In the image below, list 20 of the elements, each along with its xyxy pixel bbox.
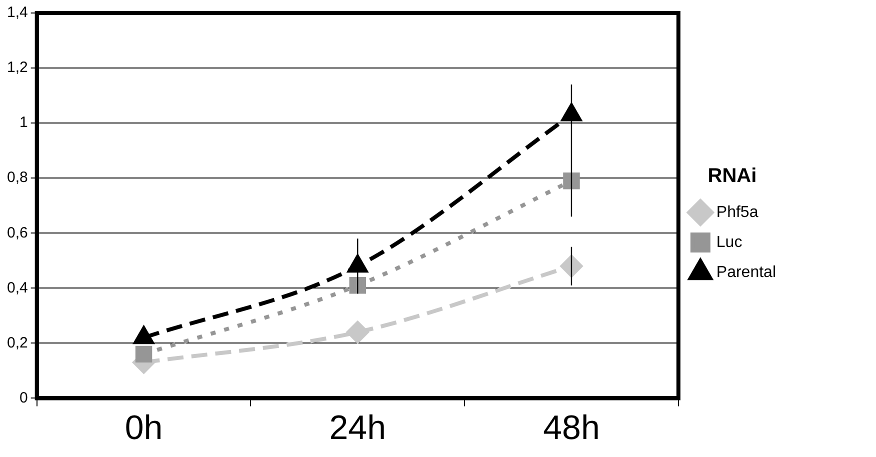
y-tick-label: 0 <box>20 389 28 406</box>
point <box>562 104 582 122</box>
x-tick-label: 24h <box>329 408 386 447</box>
point <box>135 346 152 363</box>
y-tick-label: 1,4 <box>6 4 28 22</box>
point <box>563 172 580 190</box>
y-tick-label: 0,2 <box>6 334 28 352</box>
legend-title: RNAi <box>708 165 757 188</box>
point <box>346 321 369 344</box>
y-tick-label: 1,2 <box>6 59 28 76</box>
legend-label: Luc <box>716 234 742 251</box>
y-tick-label: 0,6 <box>6 224 28 242</box>
legend-label: Parental <box>716 264 776 281</box>
y-tick-label: 1 <box>20 114 28 132</box>
y-tick-label: 0,4 <box>6 279 28 296</box>
point <box>349 277 366 294</box>
y-tick-label: 0,8 <box>6 169 28 186</box>
x-tick-label: 48h <box>543 408 600 447</box>
x-tick-label: 0h <box>124 408 163 447</box>
legend-label: Phf5a <box>716 204 758 221</box>
